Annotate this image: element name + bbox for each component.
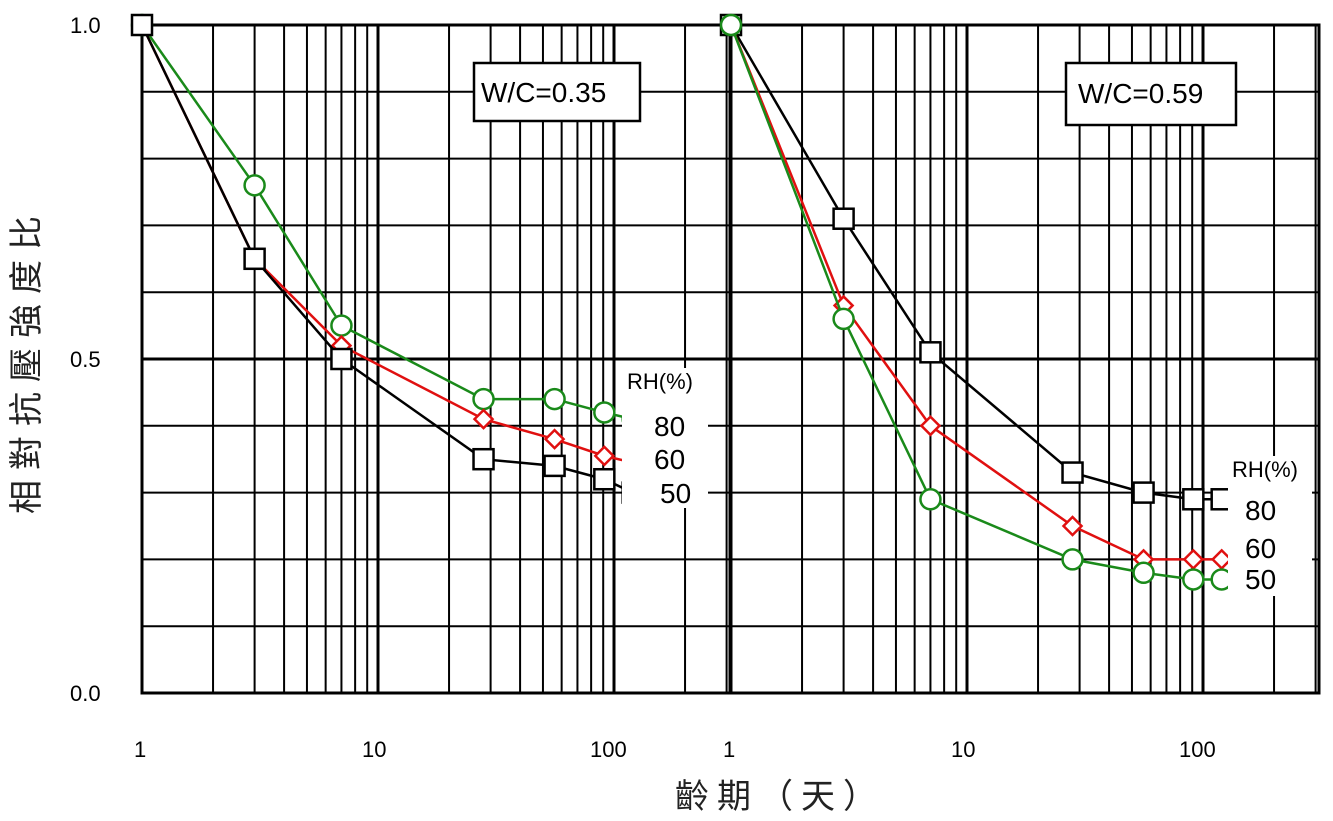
data-point-square: [543, 454, 566, 478]
data-point-diamond: [919, 415, 942, 437]
data-point-diamond: [1182, 548, 1205, 571]
grid-panel-2: [729, 23, 1321, 695]
data-point-circle: [1132, 561, 1155, 585]
title-box: [472, 61, 642, 123]
data-point-circle: [919, 488, 942, 511]
x-tick-label: 10: [362, 737, 386, 762]
x-tick-label: 1: [134, 737, 146, 762]
y-axis-title: 相對抗壓強度比: [7, 206, 47, 514]
data-point-square: [919, 341, 942, 364]
legend-title: RH(%): [1232, 457, 1298, 482]
data-point-square: [1132, 481, 1155, 504]
data-point-diamond: [472, 408, 495, 430]
legend-background: [622, 368, 708, 508]
data-point-circle: [330, 314, 353, 337]
data-point-square: [330, 347, 353, 371]
data-point-circle: [832, 307, 855, 331]
data-point-square: [243, 247, 266, 271]
data-point-square: [130, 13, 154, 37]
data-point-square: [832, 207, 855, 230]
y-tick-label: 0.5: [70, 347, 101, 372]
data-point-square: [593, 467, 616, 491]
data-point-diamond: [543, 428, 566, 450]
legend-title: RH(%): [627, 369, 693, 394]
data-point-square: [1061, 461, 1084, 484]
y-tick-label: 1.0: [70, 13, 101, 38]
y-tick-label: 0.0: [70, 681, 101, 706]
x-axis-title: 齡期（天）: [675, 777, 885, 817]
grid-panel-1: [140, 23, 732, 695]
legend-entry: 80: [654, 411, 685, 442]
x-tick-label: 10: [951, 737, 975, 762]
data-point-circle: [1061, 548, 1084, 571]
data-point-circle: [593, 401, 616, 424]
data-point-circle: [472, 387, 495, 411]
legend-entry: 60: [1245, 533, 1276, 564]
legend-entry: 50: [660, 478, 691, 509]
plot-frame: [729, 23, 1321, 695]
data-point-circle: [543, 387, 566, 411]
data-point-circle: [243, 174, 266, 197]
x-tick-label: 1: [723, 737, 735, 762]
data-point-square: [1182, 488, 1205, 511]
x-tick-label: 100: [1179, 737, 1216, 762]
series-80-panel-1: [130, 13, 644, 431]
data-point-diamond: [1210, 548, 1233, 571]
chart-title: W/C=0.35: [481, 77, 606, 108]
chart-title: W/C=0.59: [1078, 78, 1203, 109]
data-point-diamond: [1061, 515, 1084, 537]
data-point-circle: [1182, 568, 1205, 591]
title-box: [1064, 61, 1238, 127]
legend-entry: 50: [1245, 564, 1276, 595]
data-point-circle: [719, 13, 743, 37]
data-point-square: [472, 447, 495, 471]
legend-entry: 80: [1245, 495, 1276, 526]
legend-entry: 60: [654, 444, 685, 475]
x-tick-label: 100: [590, 737, 627, 762]
data-point-diamond: [593, 445, 616, 467]
series-50-panel-2: [719, 13, 1233, 591]
legend-background: [1228, 456, 1312, 596]
